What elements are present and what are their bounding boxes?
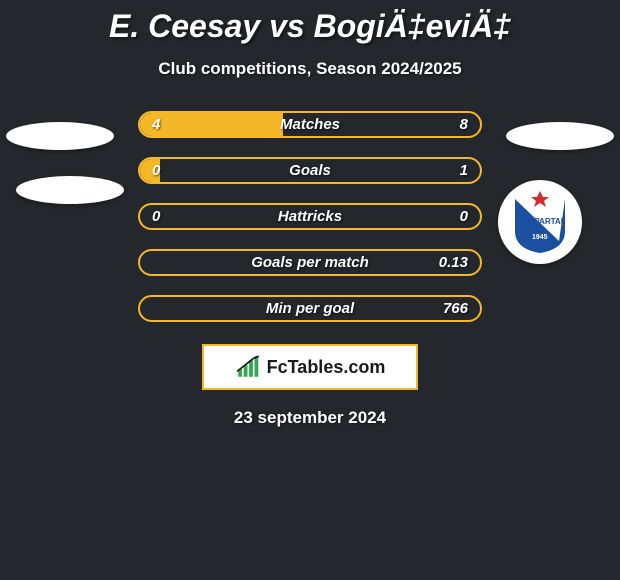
stat-right-value: 8 [460,116,468,133]
comparison-infographic: E. Ceesay vs BogiÄ‡eviÄ‡ Club competitio… [0,0,620,580]
svg-text:1945: 1945 [532,234,548,241]
fctables-logo: FcTables.com [202,344,418,390]
stat-row: 4Matches8 [138,111,482,138]
right-club-oval-1 [506,122,614,150]
chart-icon [235,354,261,380]
stat-row: 0Hattricks0 [138,203,482,230]
stat-right-value: 766 [443,300,468,317]
stat-row: Goals per match0.13 [138,249,482,276]
stat-right-value: 0.13 [439,254,468,271]
subtitle: Club competitions, Season 2024/2025 [0,59,620,79]
logo-text: FcTables.com [267,357,386,378]
left-club-oval-1 [6,122,114,150]
stat-label: Goals [140,162,480,179]
stat-label: Goals per match [140,254,480,271]
stats-container: 4Matches80Goals10Hattricks0Goals per mat… [138,111,482,322]
page-title: E. Ceesay vs BogiÄ‡eviÄ‡ [0,0,620,45]
svg-text:SPARTAK: SPARTAK [529,217,565,226]
stat-right-value: 1 [460,162,468,179]
stat-right-value: 0 [460,208,468,225]
stat-row: 0Goals1 [138,157,482,184]
stat-label: Matches [140,116,480,133]
date-text: 23 september 2024 [0,408,620,428]
spartak-badge-icon: SPARTAK 1945 [515,191,565,253]
stat-label: Hattricks [140,208,480,225]
right-club-badge-circle: SPARTAK 1945 [498,180,582,264]
left-club-oval-2 [16,176,124,204]
stat-label: Min per goal [140,300,480,317]
stat-row: Min per goal766 [138,295,482,322]
